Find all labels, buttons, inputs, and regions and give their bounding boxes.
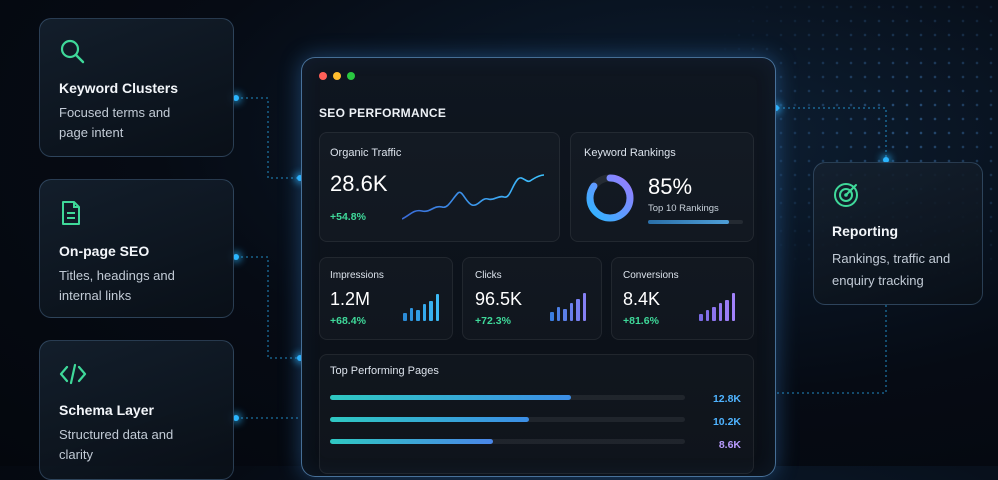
connector-node: [883, 157, 889, 163]
feature-title: On-page SEO: [59, 243, 150, 259]
feature-card-keyword-clusters[interactable]: Keyword Clusters Focused terms and page …: [39, 18, 234, 157]
document-icon: [62, 201, 80, 225]
top-pages-label: Top Performing Pages: [330, 365, 439, 377]
page-bar-track: [330, 395, 685, 400]
rankings-progress-track: [648, 220, 743, 224]
feature-card-reporting[interactable]: Reporting Rankings, traffic and enquiry …: [813, 162, 983, 305]
metric-value: 8.4K: [623, 289, 661, 309]
page-value: 8.6K: [718, 439, 741, 451]
connector-node: [297, 175, 303, 181]
keyword-rankings-label: Keyword Rankings: [584, 147, 676, 159]
metric-bars: [403, 291, 439, 321]
feature-card-on-page-seo[interactable]: On-page SEO Titles, headings and interna…: [39, 179, 234, 318]
feature-card-schema-layer[interactable]: Schema Layer Structured data and clarity: [39, 340, 234, 480]
feature-description: Titles, headings and internal links: [59, 268, 175, 303]
feature-description: Focused terms and page intent: [59, 105, 171, 140]
connector-node: [773, 105, 779, 111]
metric-card-impressions: Impressions 1.2M +68.4%: [319, 257, 453, 340]
page-bar-track: [330, 417, 685, 422]
window-minimize-dot[interactable]: [333, 72, 341, 80]
keyword-rankings-panel: Keyword Rankings 85% Top 10 Rankings: [570, 132, 754, 242]
metric-delta: +68.4%: [330, 315, 366, 327]
organic-traffic-label: Organic Traffic: [330, 147, 402, 159]
connector-node: [233, 254, 239, 260]
metric-delta: +81.6%: [623, 315, 659, 327]
keyword-rankings-sub: Top 10 Rankings: [648, 203, 719, 214]
feature-description: Rankings, traffic and enquiry tracking: [832, 251, 951, 288]
metric-label: Clicks: [475, 270, 502, 281]
page-value: 12.8K: [712, 393, 741, 405]
metric-delta: +72.3%: [475, 315, 511, 327]
connector-node: [233, 95, 239, 101]
metric-bars: [699, 291, 735, 321]
feature-title: Reporting: [832, 223, 899, 239]
connector-node: [233, 415, 239, 421]
organic-traffic-panel: Organic Traffic 28.6K +54.8%: [319, 132, 560, 242]
rankings-progress-fill: [648, 220, 729, 224]
page-bar-track: [330, 439, 685, 444]
feature-title: Keyword Clusters: [59, 80, 179, 96]
connector-node: [297, 355, 303, 361]
page-bar-fill: [330, 439, 494, 444]
page-bar-fill: [330, 395, 572, 400]
dashboard-title: SEO PERFORMANCE: [319, 106, 447, 120]
metric-card-conversions: Conversions 8.4K +81.6%: [611, 257, 754, 340]
target-icon: [834, 183, 858, 207]
keyword-rankings-value: 85%: [648, 174, 693, 199]
metric-bars: [550, 291, 586, 321]
organic-traffic-delta: +54.8%: [330, 211, 366, 223]
metric-card-clicks: Clicks 96.5K +72.3%: [462, 257, 602, 340]
window-maximize-dot[interactable]: [347, 72, 355, 80]
metric-label: Conversions: [623, 270, 679, 281]
metric-label: Impressions: [330, 270, 384, 281]
feature-title: Schema Layer: [59, 402, 154, 418]
search-icon: [60, 39, 85, 64]
metric-value: 96.5K: [475, 289, 523, 309]
top-pages-panel: Top Performing Pages 12.8K 10.2K 8.6K: [319, 354, 754, 474]
organic-traffic-value: 28.6K: [330, 171, 388, 196]
code-icon: [59, 363, 87, 385]
feature-description: Structured data and clarity: [59, 427, 174, 462]
rankings-donut: [586, 174, 634, 222]
metric-value: 1.2M: [330, 289, 371, 309]
page-bar-fill: [330, 417, 529, 422]
dashboard-window: SEO PERFORMANCE Organic Traffic 28.6K +5…: [301, 57, 776, 477]
page-value: 10.2K: [712, 416, 741, 428]
window-close-dot[interactable]: [319, 72, 327, 80]
organic-traffic-sparkline: [402, 174, 545, 220]
